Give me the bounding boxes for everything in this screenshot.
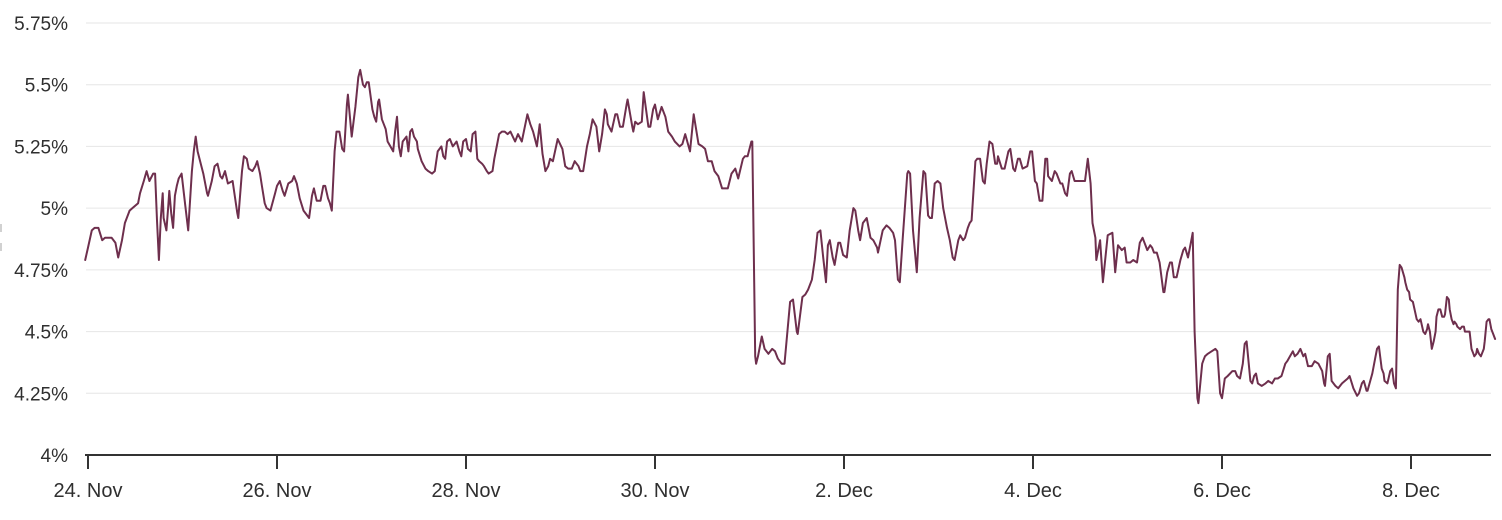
x-axis-tick-label: 26. Nov [243, 480, 312, 502]
y-axis-tick-label: 5% [41, 199, 69, 220]
y-axis-tick-label: 4.75% [14, 261, 68, 282]
x-axis-tick-label: 2. Dec [815, 480, 873, 502]
y-axis-tick-label: 4.25% [14, 384, 68, 405]
y-axis-tick-label: 4% [41, 446, 69, 467]
x-axis-tick-label: 4. Dec [1004, 480, 1062, 502]
y-axis-tick-label: 5.75% [14, 14, 68, 35]
rate-series-line[interactable] [84, 68, 1497, 405]
x-axis-tick-label: 8. Dec [1382, 480, 1440, 502]
x-axis-tick-label: 28. Nov [432, 480, 501, 502]
y-axis-tick-label: 5.25% [14, 137, 68, 158]
clipped-left-axis-text-fragment [0, 243, 2, 251]
y-axis-tick-label: 5.5% [25, 76, 68, 97]
x-axis-tick-label: 6. Dec [1193, 480, 1251, 502]
x-axis-tick-label: 30. Nov [621, 480, 690, 502]
x-axis-tick-label: 24. Nov [54, 480, 123, 502]
y-axis-tick-label: 4.5% [25, 323, 68, 344]
clipped-left-axis-text-fragment [0, 224, 2, 232]
